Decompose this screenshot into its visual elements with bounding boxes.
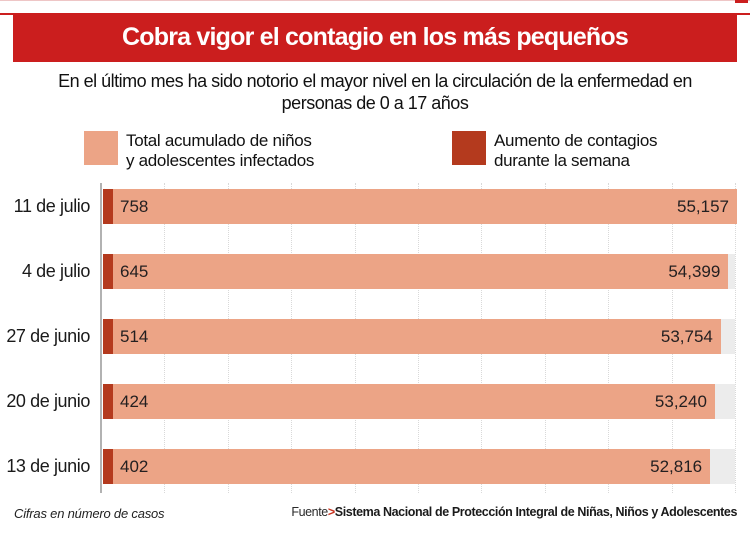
chart-row: 4 de julio 645 54,399: [0, 239, 735, 304]
total-value: 53,754: [660, 327, 713, 346]
weekly-increase-segment: [103, 449, 113, 484]
chart-row: 13 de junio 402 52,816: [0, 434, 735, 499]
units-note: Cifras en número de casos: [14, 506, 165, 521]
total-value: 53,240: [654, 392, 707, 411]
legend-label-weekly: Aumento de contagios durante la semana: [494, 131, 657, 171]
legend-label-total: Total acumulado de niños y adolescentes …: [126, 131, 314, 171]
total-bar: 758 55,157: [103, 189, 737, 224]
weekly-increase-segment: [103, 384, 113, 419]
category-label: 11 de julio: [13, 196, 91, 216]
legend-swatch-weekly: [452, 131, 486, 165]
category-label: 20 de junio: [6, 391, 90, 411]
legend-label-total-line1: Total acumulado de niños: [126, 131, 312, 150]
bar-plot: 758 55,157: [101, 189, 737, 224]
source-arrow: >: [327, 505, 335, 519]
category-label: 13 de junio: [6, 456, 90, 476]
bar-plot: 424 53,240: [101, 384, 735, 419]
subtitle: En el último mes ha sido notorio el mayo…: [0, 70, 750, 114]
subtitle-line-2: personas de 0 a 17 años: [281, 93, 469, 113]
legend-label-total-line2: y adolescentes infectados: [126, 151, 315, 170]
total-value: 52,816: [650, 457, 703, 476]
weekly-increase-segment: [103, 254, 113, 289]
weekly-increase-value: 402: [120, 457, 149, 476]
subtitle-line-1: En el último mes ha sido notorio el mayo…: [58, 71, 692, 91]
total-value: 55,157: [677, 197, 729, 216]
bar-plot: 645 54,399: [101, 254, 735, 289]
source-line: Fuente>Sistema Nacional de Protección In…: [291, 505, 737, 519]
total-value: 54,399: [668, 262, 721, 281]
weekly-increase-segment: [103, 319, 113, 354]
chart-row: 27 de junio 514 53,754: [0, 304, 735, 369]
weekly-increase-value: 514: [120, 327, 149, 346]
title-banner: Cobra vigor el contagio en los más peque…: [13, 13, 737, 62]
weekly-increase-segment: [103, 189, 113, 224]
chart-row: 20 de junio 424 53,240: [0, 369, 735, 434]
bar-plot: 514 53,754: [101, 319, 735, 354]
legend-label-weekly-line2: durante la semana: [494, 151, 630, 170]
top-hairline: [0, 0, 750, 1]
y-axis-line: [100, 183, 102, 493]
weekly-increase-value: 424: [120, 392, 149, 411]
weekly-increase-value: 758: [120, 197, 149, 216]
chart-row: 11 de julio 758 55,157: [0, 174, 737, 239]
legend-item-total: Total acumulado de niños y adolescentes …: [84, 131, 314, 171]
source-label: Fuente: [291, 505, 328, 519]
top-corner-mark: [735, 0, 748, 3]
total-bar: 645 54,399: [103, 254, 729, 289]
chart-rows: 11 de julio 758 55,157 4 de julio 645 54,399 2…: [0, 174, 737, 499]
page-title: Cobra vigor el contagio en los más peque…: [122, 23, 629, 51]
source-name: Sistema Nacional de Protección Integral …: [334, 505, 738, 519]
total-bar: 514 53,754: [103, 319, 721, 354]
legend-item-weekly: Aumento de contagios durante la semana: [452, 131, 657, 171]
bar-plot: 402 52,816: [101, 449, 735, 484]
legend-swatch-total: [84, 131, 118, 165]
category-label: 27 de junio: [6, 326, 90, 346]
total-bar: 402 52,816: [103, 449, 711, 484]
legend-label-weekly-line1: Aumento de contagios: [494, 131, 658, 150]
gridline: [735, 183, 736, 493]
weekly-increase-value: 645: [120, 262, 149, 281]
total-bar: 424 53,240: [103, 384, 715, 419]
category-label: 4 de julio: [21, 261, 90, 281]
